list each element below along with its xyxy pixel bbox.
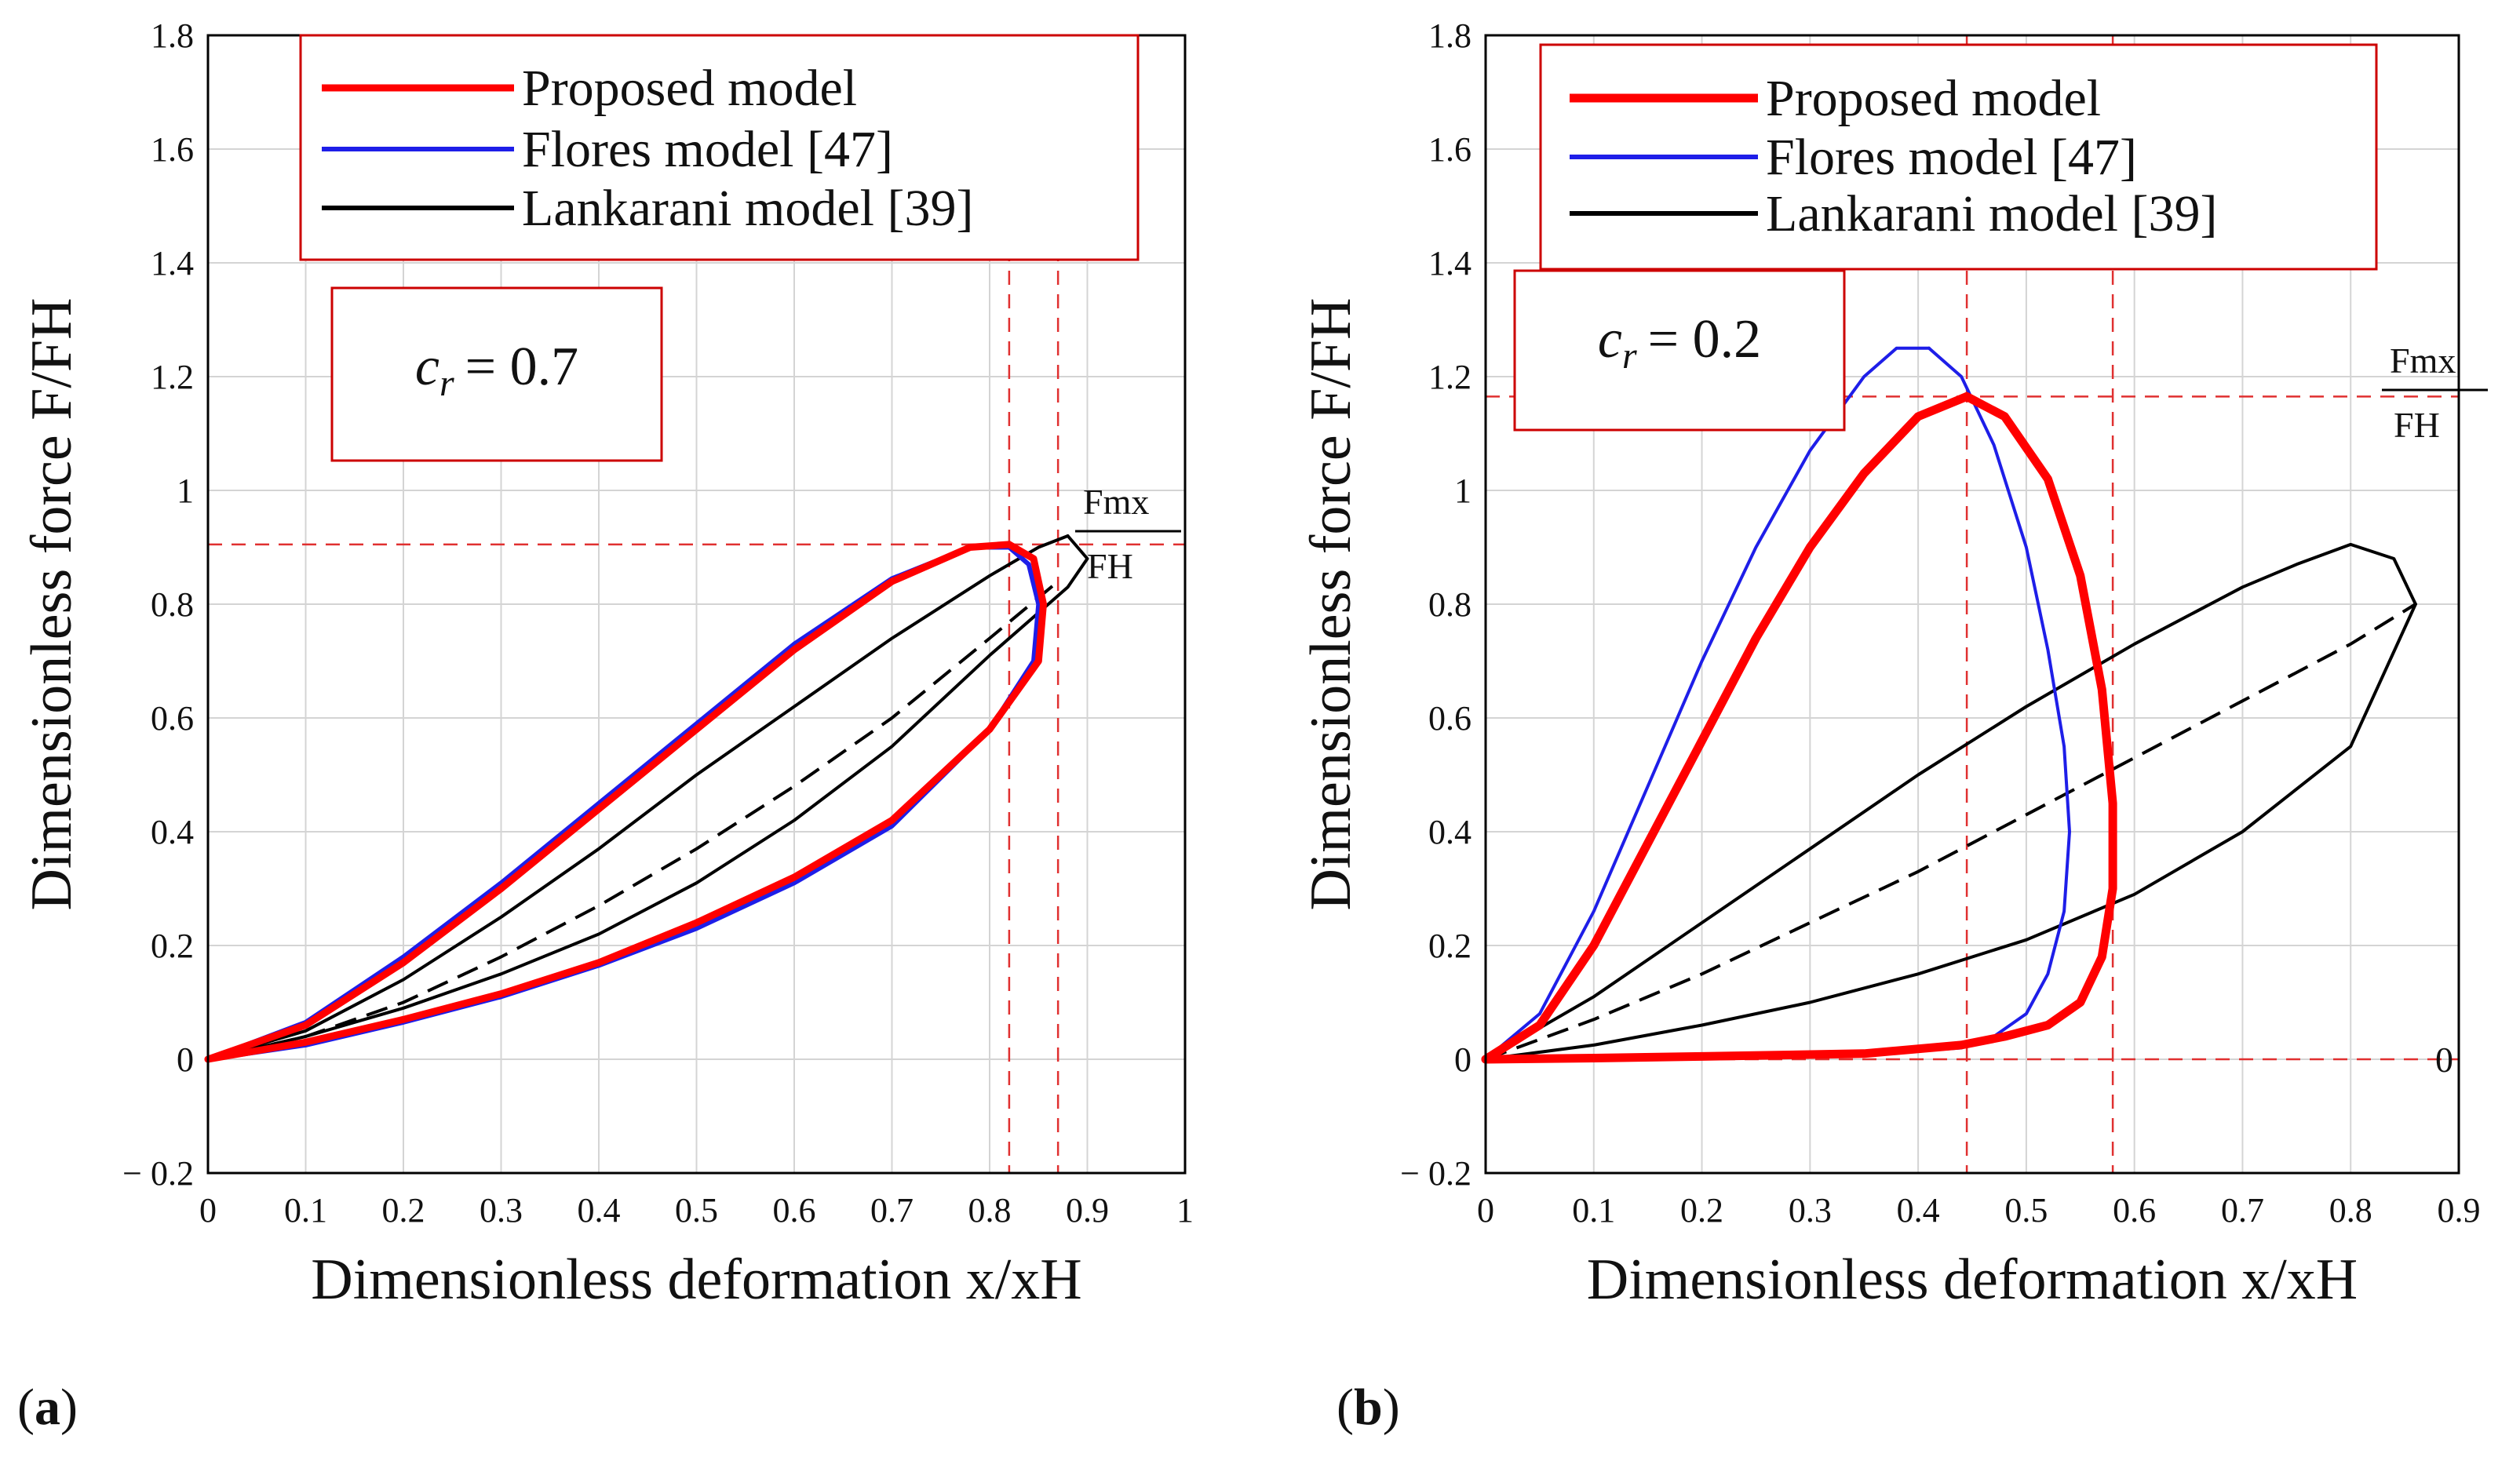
panel-a-x-tick-label: 0	[199, 1191, 217, 1230]
panel-b-y-tick-label: 0.8	[1428, 585, 1472, 624]
panel-b-x-tick-label: 0.7	[2221, 1191, 2264, 1230]
panel-a-x-tick-label: 1	[1176, 1191, 1194, 1230]
panel-b-flores-loading-curve	[1484, 346, 1931, 1061]
panel-b-y-tick-label: 1	[1454, 472, 1472, 510]
panel-a-annotation-box	[330, 286, 663, 462]
panel-b-y-tick-label: 0	[1454, 1040, 1472, 1079]
panel-b-y-tick-label: 0.4	[1428, 813, 1472, 851]
panel-a-x-tick-label: 0.6	[773, 1191, 816, 1230]
panel-a-proposed-loading-curve	[204, 541, 1013, 1063]
panel-a-y-tick-label: 1	[177, 472, 194, 510]
panel-a-y-tick-label: − 0.2	[122, 1154, 194, 1193]
panel-b-x-ticks: 0 0.1 0.2 0.3 0.4 0.5 0.6 0.7 0.8 0.9	[1477, 1191, 2481, 1230]
panel-b-y-axis-title: Dimensionless force F/FH	[1299, 297, 1363, 910]
panel-a-x-tick-label: 0.4	[578, 1191, 621, 1230]
panel-a-x-tick-label: 0.7	[870, 1191, 914, 1230]
panel-b-x-tick-label: 0.4	[1897, 1191, 1940, 1230]
panel-b-legend-entry: Flores model [47]	[1766, 129, 2137, 186]
panel-b-proposed-loading-curve	[1481, 392, 1971, 1064]
panel-b-curves	[1481, 346, 2417, 1064]
panel-b-proposed-unloading-curve	[1481, 392, 2117, 1064]
panel-a-x-tick-label: 0.3	[480, 1191, 523, 1230]
panel-a-legend-entry: Flores model [47]	[522, 121, 893, 178]
panel-a-y-tick-label: 1.2	[151, 358, 194, 396]
panel-b-fmx-denominator: FH	[2394, 405, 2440, 445]
panel-a-x-ticks: 0 0.1 0.2 0.3 0.4 0.5 0.6 0.7 0.8 0.9 1	[199, 1191, 1194, 1230]
panel-b-annotation-box	[1513, 269, 1846, 432]
panel-b-y-ticks: − 0.2 0 0.2 0.4 0.6 0.8 1 1.2 1.4 1.6 1.8	[1400, 16, 1472, 1193]
panel-a-y-tick-label: 0.6	[151, 699, 194, 738]
panel-a-y-tick-label: 1.8	[151, 16, 194, 55]
panel-a-y-tick-label: 0.2	[151, 927, 194, 965]
panel-a-restitution-annotation: cr = 0.7	[330, 286, 663, 462]
panel-a-lankarani-loading-curve	[206, 534, 1070, 1061]
panel-a-legend-entry: Lankarani model [39]	[522, 180, 973, 237]
panel-b-fmx-label: Fmx FH 0	[2382, 341, 2488, 1080]
panel-b-y-tick-label: 0.6	[1428, 699, 1472, 738]
panel-b-x-tick-label: 0.8	[2329, 1191, 2372, 1230]
panel-b: 0 0.1 0.2 0.3 0.4 0.5 0.6 0.7 0.8 0.9 − 0.200.20.…	[1299, 16, 2488, 1436]
panel-b-lankarani-loading-curve	[1484, 542, 2417, 1061]
panel-a-annotation-text: cr = 0.7	[415, 337, 578, 404]
panel-b-y-tick-label: 1.8	[1428, 16, 1472, 55]
panel-a-x-tick-label: 0.9	[1066, 1191, 1109, 1230]
panel-a-fmx-label: Fmx FH	[1075, 482, 1181, 586]
panel-b-label: (b)	[1337, 1379, 1400, 1436]
panel-b-x-tick-label: 0.2	[1680, 1191, 1723, 1230]
panel-a-lankarani-dashed-line	[207, 580, 1059, 1061]
panel-b-restitution-annotation: cr = 0.2	[1513, 269, 1846, 432]
panel-b-y-tick-label: 0.2	[1428, 927, 1472, 965]
panel-b-y-tick-label: − 0.2	[1400, 1154, 1472, 1193]
panel-b-x-tick-label: 0.6	[2113, 1191, 2156, 1230]
panel-a-y-tick-label: 1.6	[151, 130, 194, 169]
panel-a-y-tick-label: 1.4	[151, 244, 194, 282]
panel-a-y-axis-title: Dimensionless force F/FH	[20, 297, 84, 910]
panel-b-y-tick-label: 1.6	[1428, 130, 1472, 169]
panel-a-y-tick-label: 0.4	[151, 813, 194, 851]
panel-b-lankarani-dashed-line	[1485, 603, 2416, 1061]
panel-a-y-tick-label: 0.8	[151, 585, 194, 624]
panel-a-y-tick-label: 0	[177, 1040, 194, 1079]
panel-b-x-tick-label: 0.3	[1789, 1191, 1832, 1230]
panel-a-x-tick-label: 0.2	[382, 1191, 425, 1230]
panel-b-x-tick-label: 0	[1477, 1191, 1494, 1230]
panel-b-annotation-text: cr = 0.2	[1598, 309, 1761, 377]
panel-b-fmx-numerator: Fmx	[2390, 341, 2456, 381]
panel-a-curves	[204, 534, 1089, 1063]
panel-b-plot-frame	[1484, 34, 2460, 1175]
panel-b-x-axis-title: Dimensionless deformation x/xH	[1587, 1248, 2358, 1312]
panel-a-y-ticks: − 0.2 0 0.2 0.4 0.6 0.8 1 1.2 1.4 1.6 1.8	[122, 16, 194, 1193]
panel-b-lankarani-unloading-curve	[1484, 603, 2417, 1061]
panel-b-x-tick-label: 0.1	[1572, 1191, 1615, 1230]
panel-a-proposed-unloading-curve	[204, 541, 1047, 1063]
panel-b-x-tick-label: 0.9	[2438, 1191, 2481, 1230]
panel-a-lankarani-unloading-curve	[206, 534, 1089, 1061]
panel-a-fmx-denominator: FH	[1087, 546, 1133, 586]
panel-a-x-axis-title: Dimensionless deformation x/xH	[311, 1248, 1081, 1312]
panel-b-zero-label: 0	[2435, 1040, 2453, 1080]
panel-a-legend-entry: Proposed model	[522, 60, 857, 117]
panel-a-x-tick-label: 0.5	[675, 1191, 718, 1230]
panel-b-y-tick-label: 1.2	[1428, 358, 1472, 396]
panel-b-legend-entry: Lankarani model [39]	[1766, 185, 2217, 242]
panel-a-x-tick-label: 0.1	[284, 1191, 327, 1230]
panel-a-fmx-numerator: Fmx	[1083, 482, 1149, 522]
panel-b-legend-entry: Proposed model	[1766, 70, 2101, 127]
panel-a-x-tick-label: 0.8	[968, 1191, 1012, 1230]
panel-a: 0 0.1 0.2 0.3 0.4 0.5 0.6 0.7 0.8 0.9 1 − 0.200.20…	[17, 16, 1194, 1436]
panel-b-x-tick-label: 0.5	[2004, 1191, 2048, 1230]
panel-a-label: (a)	[17, 1379, 78, 1436]
panel-b-y-tick-label: 1.4	[1428, 244, 1472, 282]
